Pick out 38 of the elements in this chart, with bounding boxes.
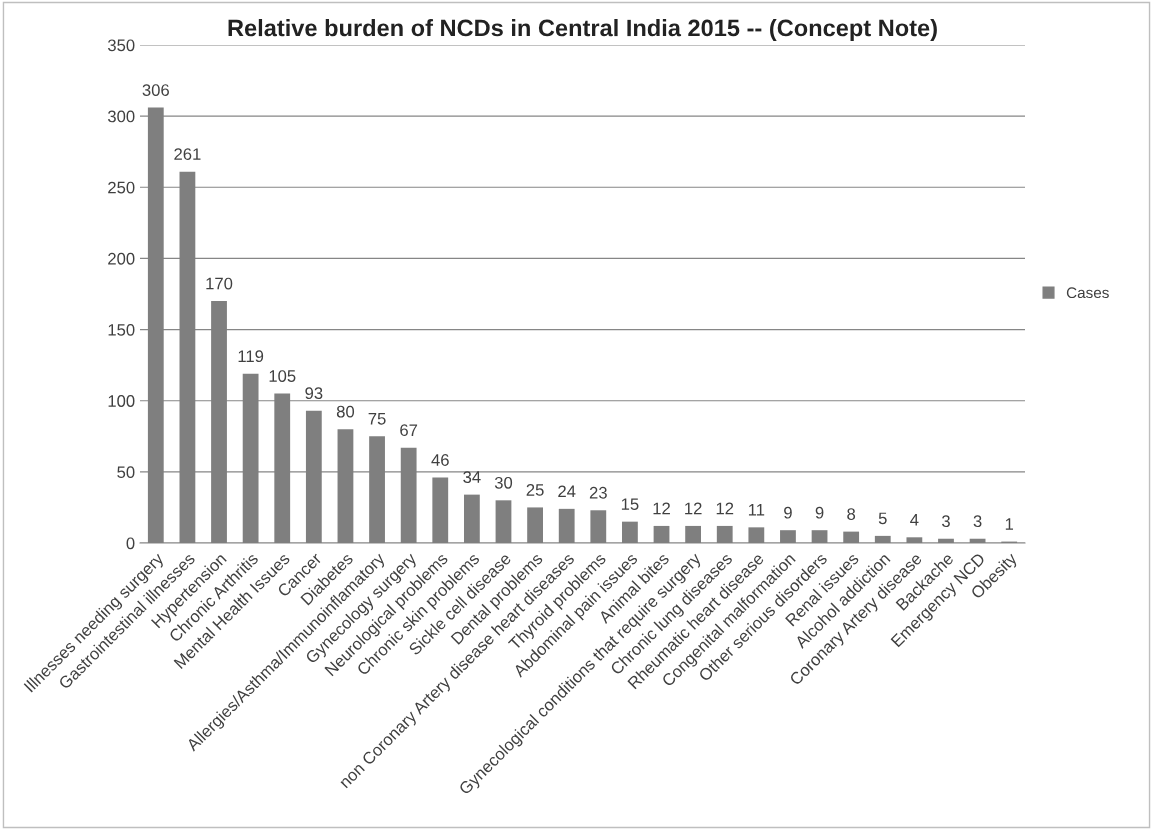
data-label: 46 xyxy=(431,454,449,466)
data-label: 9 xyxy=(784,506,792,519)
y-tick-label: 200 xyxy=(108,252,135,265)
data-label: 306 xyxy=(142,84,169,96)
data-label: 15 xyxy=(621,498,639,511)
y-tick-label: 150 xyxy=(108,323,135,336)
data-label: 3 xyxy=(941,515,950,528)
data-label: 30 xyxy=(494,476,513,489)
y-tick-label: 300 xyxy=(107,110,135,123)
data-label: 75 xyxy=(368,413,386,425)
data-label: 67 xyxy=(400,424,418,437)
data-label: 12 xyxy=(653,502,670,515)
data-label: 8 xyxy=(847,508,856,520)
y-tick-label: 350 xyxy=(107,39,135,52)
data-label: 1 xyxy=(1005,518,1014,530)
data-label: 80 xyxy=(336,405,355,418)
data-label: 170 xyxy=(206,277,233,290)
data-label: 105 xyxy=(269,370,296,382)
y-tick-label: 100 xyxy=(108,395,135,407)
data-label: 12 xyxy=(685,502,702,515)
data-label: 25 xyxy=(526,484,544,496)
data-label: 93 xyxy=(305,387,323,400)
legend-label: Cases xyxy=(1066,287,1109,299)
data-label: 24 xyxy=(558,485,576,498)
data-label: 3 xyxy=(973,515,982,528)
data-label: 9 xyxy=(815,506,824,519)
data-label: 261 xyxy=(174,148,201,161)
data-label: 23 xyxy=(589,486,607,499)
data-label: 12 xyxy=(716,502,734,515)
data-label: 119 xyxy=(238,350,264,363)
y-tick-label: 0 xyxy=(126,537,135,550)
y-tick-label: 250 xyxy=(108,181,135,194)
data-label: 34 xyxy=(463,471,481,483)
y-tick-label: 50 xyxy=(117,466,135,479)
chart-title: Relative burden of NCDs in Central India 2015 -- (Concept Note) xyxy=(228,19,937,41)
data-label: 11 xyxy=(748,504,765,516)
data-label: 5 xyxy=(878,512,887,525)
data-label: 4 xyxy=(910,514,919,526)
